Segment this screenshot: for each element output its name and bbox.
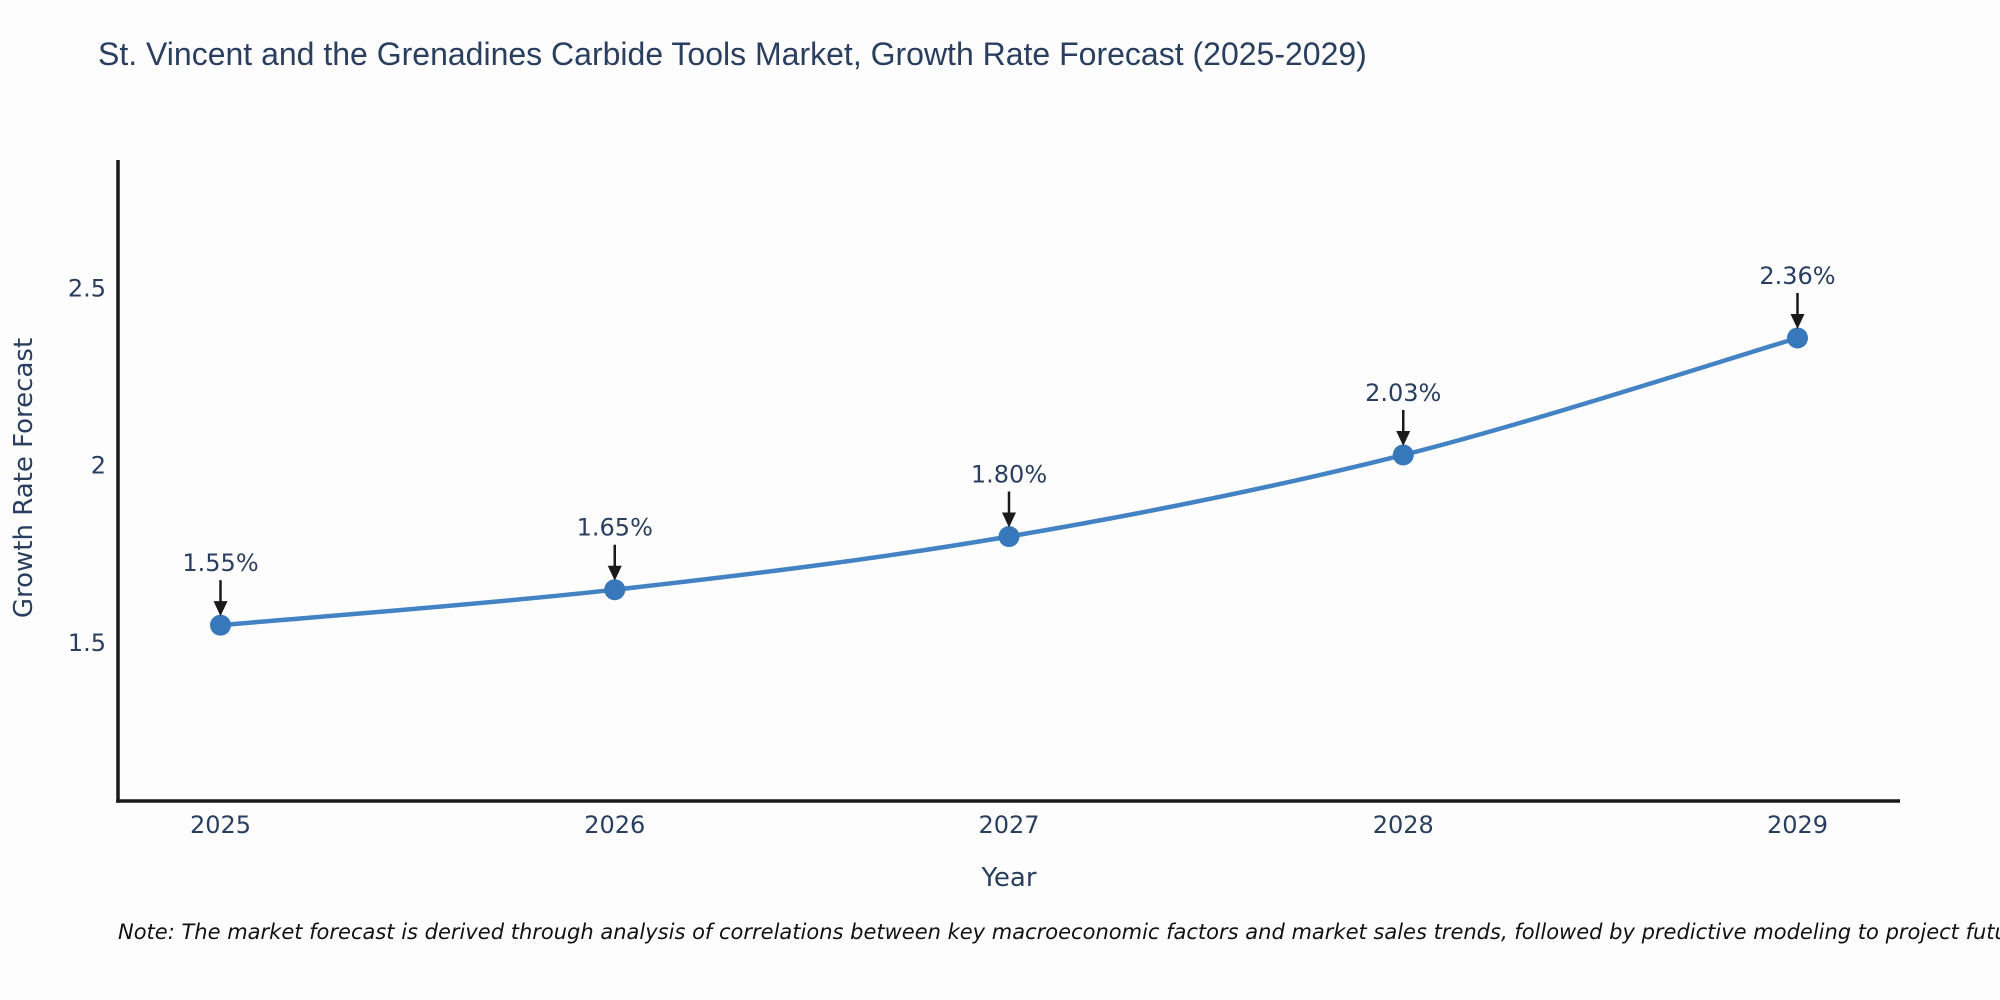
annotation-arrowhead-icon bbox=[1396, 430, 1411, 446]
x-tick-label: 2025 bbox=[190, 811, 251, 839]
annotation-label: 2.36% bbox=[1759, 262, 1835, 290]
y-tick-label: 2 bbox=[91, 452, 106, 480]
data-point-marker[interactable] bbox=[604, 579, 626, 601]
annotation-label: 1.65% bbox=[577, 514, 653, 542]
data-point-marker[interactable] bbox=[998, 526, 1020, 548]
footnote: Note: The market forecast is derived thr… bbox=[118, 920, 2000, 944]
annotation-label: 1.80% bbox=[971, 461, 1047, 489]
chart-title: St. Vincent and the Grenadines Carbide T… bbox=[98, 36, 1367, 72]
y-axis-title: Growth Rate Forecast bbox=[9, 338, 39, 618]
y-tick-label: 2.5 bbox=[68, 274, 106, 302]
x-tick-label: 2029 bbox=[1767, 811, 1828, 839]
annotation-arrowhead-icon bbox=[1002, 512, 1016, 528]
y-tick-label: 1.5 bbox=[68, 629, 106, 657]
annotation-label: 2.03% bbox=[1365, 379, 1441, 407]
x-tick-label: 2028 bbox=[1373, 811, 1434, 839]
x-axis-title: Year bbox=[980, 863, 1036, 893]
annotation-arrowhead-icon bbox=[607, 565, 622, 581]
annotation-arrowhead-icon bbox=[1790, 313, 1805, 329]
x-tick-label: 2026 bbox=[584, 811, 645, 839]
data-point-marker[interactable] bbox=[210, 614, 232, 636]
data-point-marker[interactable] bbox=[1392, 444, 1414, 466]
data-point-marker[interactable] bbox=[1786, 327, 1808, 349]
annotation-arrowhead-icon bbox=[213, 601, 228, 617]
annotation-label: 1.55% bbox=[182, 549, 258, 577]
x-tick-label: 2027 bbox=[978, 811, 1039, 839]
